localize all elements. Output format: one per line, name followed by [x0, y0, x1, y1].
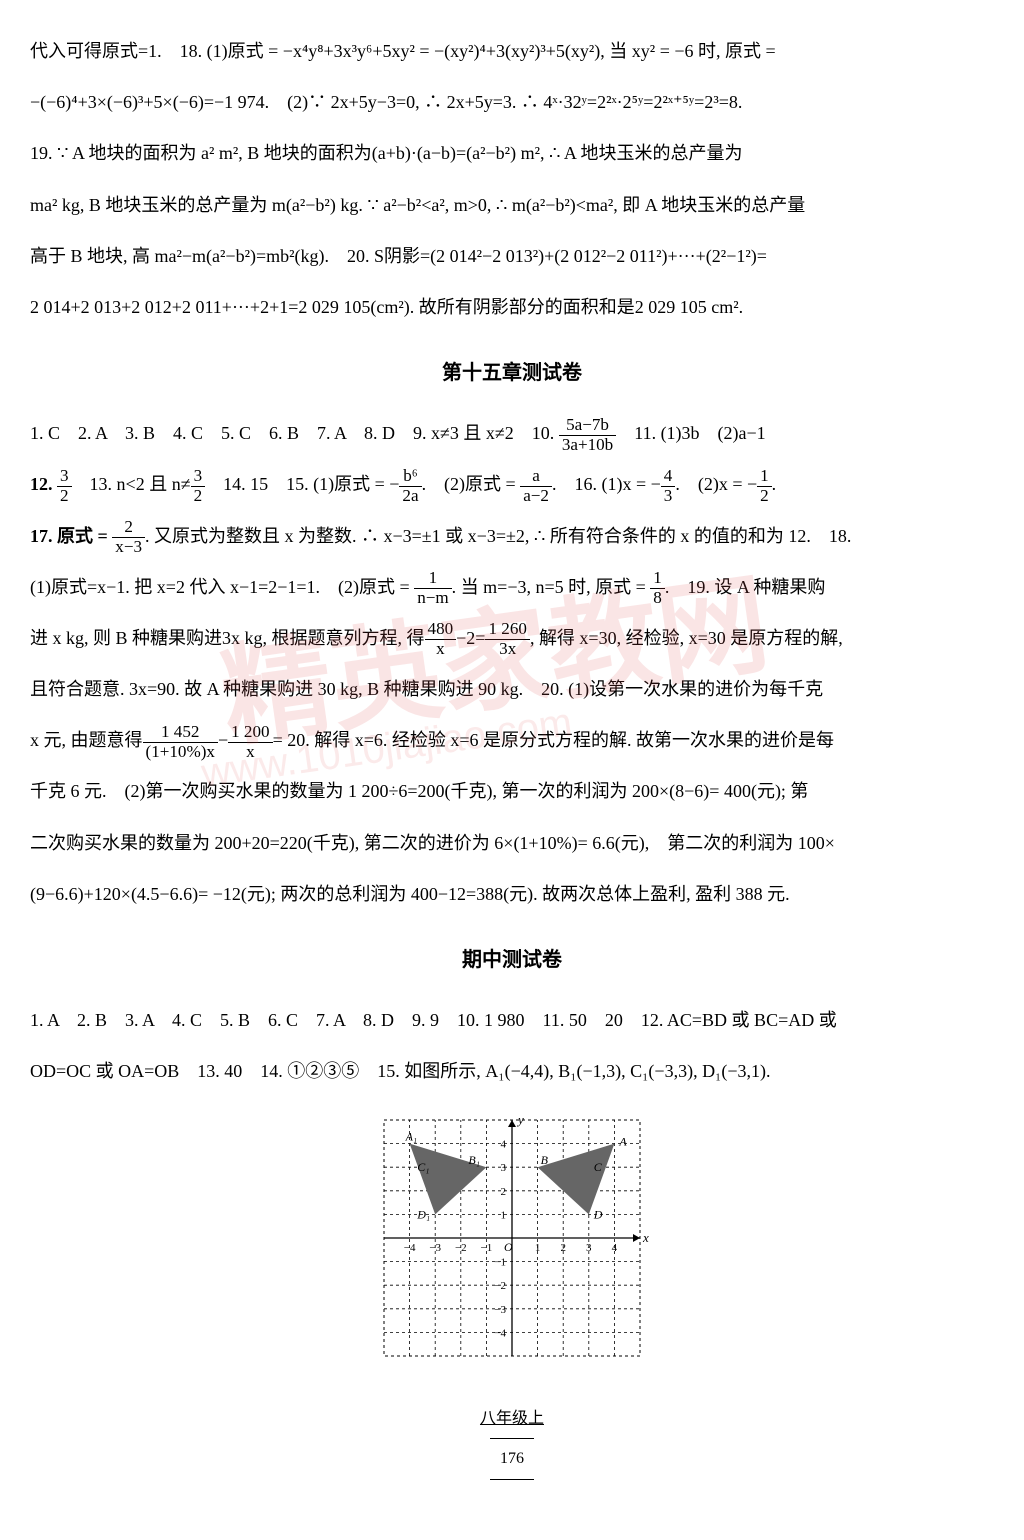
text: . 16. (1)x = − [552, 474, 661, 494]
svg-text:B₁: B₁ [468, 1154, 480, 1168]
text: . (2)原式 = [422, 474, 521, 494]
footer-grade: 八年级上 [30, 1400, 994, 1438]
svg-text:3: 3 [586, 1242, 592, 1254]
svg-text:2: 2 [501, 1186, 507, 1198]
text: − [218, 730, 228, 750]
mid-line1: 1. A 2. B 3. A 4. C 5. B 6. C 7. A 8. D … [30, 999, 994, 1042]
s15-line2: 12. 32 13. n<2 且 n≠32 14. 15 15. (1)原式 =… [30, 463, 994, 506]
text: 11. (1)3b (2)a−1 [616, 423, 765, 443]
text: 12. [30, 474, 57, 494]
fraction: 18 [650, 569, 665, 608]
page-footer: 八年级上 176 [30, 1400, 994, 1481]
svg-text:1: 1 [535, 1242, 541, 1254]
text: = 20. 解得 x=6. 经检验 x=6 是原分式方程的解. 故第一次水果的进… [273, 730, 834, 750]
svg-text:x: x [642, 1230, 649, 1245]
svg-text:1: 1 [501, 1210, 507, 1222]
header-p3: 19. ∵ A 地块的面积为 a² m², B 地块的面积为(a+b)·(a−b… [30, 132, 994, 175]
s15-line10: (9−6.6)+120×(4.5−6.6)= −12(元); 两次的总利润为 4… [30, 873, 994, 916]
fraction: 2x−3 [112, 518, 145, 557]
section-15-title: 第十五章测试卷 [30, 349, 994, 397]
fraction: b⁶2a [399, 467, 421, 506]
mid-line2: OD=OC 或 OA=OB 13. 40 14. ①②③⑤ 15. 如图所示, … [30, 1050, 994, 1093]
svg-text:y: y [516, 1112, 524, 1127]
svg-text:−3: −3 [429, 1242, 441, 1254]
footer-page: 176 [490, 1438, 534, 1480]
svg-text:−3: −3 [494, 1304, 506, 1316]
fraction: 32 [57, 467, 72, 506]
text: , 解得 x=30, 经检验, x=30 是原方程的解, [530, 628, 843, 648]
text: . 19. 设 A 种糖果购 [665, 577, 826, 597]
s15-line7: x 元, 由题意得1 452(1+10%)x−1 200x= 20. 解得 x=… [30, 719, 994, 762]
fraction: 43 [661, 467, 676, 506]
text: 进 x kg, 则 B 种糖果购进3x kg, 根据题意列方程, 得 [30, 628, 425, 648]
svg-text:C: C [594, 1161, 603, 1175]
svg-text:−2: −2 [455, 1242, 467, 1254]
header-p5: 高于 B 地块, 高 ma²−m(a²−b²)=mb²(kg). 20. S阴影… [30, 235, 994, 278]
s15-line3: 17. 原式 = 2x−3. 又原式为整数且 x 为整数. ∴ x−3=±1 或… [30, 515, 994, 558]
text: . 当 m=−3, n=5 时, 原式 = [452, 577, 651, 597]
s15-line5: 进 x kg, 则 B 种糖果购进3x kg, 根据题意列方程, 得480x−2… [30, 617, 994, 660]
text: −2= [456, 628, 485, 648]
s15-line1: 1. C 2. A 3. B 4. C 5. C 6. B 7. A 8. D … [30, 412, 994, 455]
svg-text:−2: −2 [494, 1281, 506, 1293]
text: 1. C 2. A 3. B 4. C 5. C 6. B 7. A 8. D … [30, 423, 559, 443]
text: x 元, 由题意得 [30, 730, 143, 750]
text: 17. 原式 = [30, 526, 112, 546]
text: 14. 15 15. (1)原式 = − [205, 474, 399, 494]
svg-text:A: A [618, 1135, 627, 1149]
fraction: 1 200x [228, 723, 272, 762]
s15-line6: 且符合题意. 3x=90. 故 A 种糖果购进 30 kg, B 种糖果购进 9… [30, 668, 994, 711]
fraction: 1 452(1+10%)x [143, 723, 218, 762]
header-p1: 代入可得原式=1. 18. (1)原式 = −x⁴y⁸+3x³y⁶+5xy² =… [30, 30, 994, 73]
text: . (2)x = − [675, 474, 757, 494]
s15-line4: (1)原式=x−1. 把 x=2 代入 x−1=2−1=1. (2)原式 = 1… [30, 566, 994, 609]
fraction: 1n−m [414, 569, 451, 608]
svg-text:−1: −1 [481, 1242, 493, 1254]
text: . 又原式为整数且 x 为整数. ∴ x−3=±1 或 x−3=±2, ∴ 所有… [145, 526, 851, 546]
svg-text:3: 3 [501, 1163, 507, 1175]
page-content: 代入可得原式=1. 18. (1)原式 = −x⁴y⁸+3x³y⁶+5xy² =… [30, 30, 994, 1480]
svg-text:−4: −4 [404, 1242, 416, 1254]
svg-text:2: 2 [560, 1242, 566, 1254]
fraction: aa−2 [520, 467, 552, 506]
svg-text:D: D [593, 1208, 603, 1222]
header-p4: ma² kg, B 地块玉米的总产量为 m(a²−b²) kg. ∵ a²−b²… [30, 184, 994, 227]
header-p2: −(−6)⁴+3×(−6)³+5×(−6)=−1 974. (2)∵ 2x+5y… [30, 81, 994, 124]
svg-text:A₁: A₁ [405, 1130, 418, 1144]
fraction: 12 [757, 467, 772, 506]
s15-line9: 二次购买水果的数量为 200+20=220(千克), 第二次的进价为 6×(1+… [30, 822, 994, 865]
fraction: 32 [191, 467, 206, 506]
s15-line8: 千克 6 元. (2)第一次购买水果的数量为 1 200÷6=200(千克), … [30, 770, 994, 813]
text: (1)原式=x−1. 把 x=2 代入 x−1=2−1=1. (2)原式 = [30, 577, 414, 597]
svg-text:4: 4 [612, 1242, 618, 1254]
text: 13. n<2 且 n≠ [72, 474, 191, 494]
svg-text:−4: −4 [494, 1328, 506, 1340]
fraction: 1 2603x [485, 620, 529, 659]
svg-text:−1: −1 [494, 1257, 506, 1269]
midterm-title: 期中测试卷 [30, 936, 994, 984]
chart-svg: −4 −3 −2 −1 1 2 3 4 −4 −3 −2 −1 1 2 3 4 Ox y A B C D A₁ B₁ C₁ D₁ [372, 1108, 652, 1368]
text: . [772, 474, 777, 494]
svg-text:O: O [504, 1240, 513, 1254]
svg-text:D₁: D₁ [416, 1208, 430, 1222]
svg-text:C₁: C₁ [417, 1161, 429, 1175]
fraction: 480x [425, 620, 457, 659]
header-p6: 2 014+2 013+2 012+2 011+···+2+1=2 029 10… [30, 286, 994, 329]
svg-text:4: 4 [501, 1139, 507, 1151]
svg-text:B: B [541, 1154, 549, 1168]
coordinate-chart: −4 −3 −2 −1 1 2 3 4 −4 −3 −2 −1 1 2 3 4 Ox y A B C D A₁ B₁ C₁ D₁ [30, 1108, 994, 1384]
fraction: 5a−7b3a+10b [559, 416, 616, 455]
